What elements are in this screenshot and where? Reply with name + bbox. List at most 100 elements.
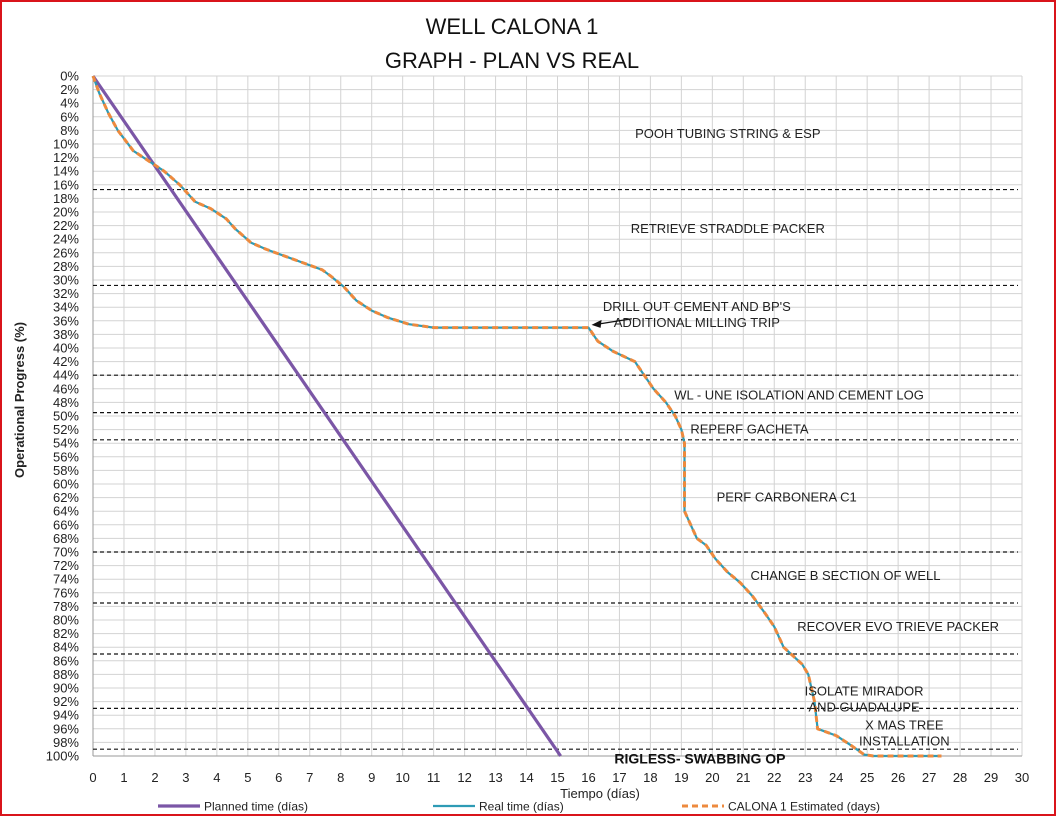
phase-label: REPERF GACHETA	[690, 422, 809, 437]
annotations	[591, 318, 632, 328]
x-tick-label: 8	[337, 770, 344, 785]
y-tick-label: 96%	[53, 721, 79, 736]
phase-label: RETRIEVE STRADDLE PACKER	[631, 221, 825, 236]
x-tick-label: 0	[89, 770, 96, 785]
y-tick-label: 90%	[53, 681, 79, 696]
phase-label: RECOVER EVO TRIEVE PACKER	[797, 619, 999, 634]
x-axis-label: Tiempo (días)	[560, 786, 640, 801]
y-tick-label: 34%	[53, 300, 79, 315]
legend-label: CALONA 1 Estimated (days)	[728, 800, 880, 814]
y-tick-label: 36%	[53, 313, 79, 328]
y-tick-label: 40%	[53, 341, 79, 356]
phase-label: POOH TUBING STRING & ESP	[635, 126, 820, 141]
y-tick-label: 76%	[53, 585, 79, 600]
series-group	[91, 75, 942, 758]
y-tick-label: 72%	[53, 558, 79, 573]
axis-ticks: 0%2%4%6%8%10%12%14%16%18%20%22%24%26%28%…	[46, 69, 1029, 786]
y-tick-label: 78%	[53, 599, 79, 614]
phase-label: PERF CARBONERA C1	[717, 490, 857, 505]
phase-label: CHANGE B SECTION OF WELL	[750, 568, 940, 583]
y-tick-label: 84%	[53, 640, 79, 655]
y-tick-label: 2%	[60, 82, 79, 97]
annotation-arrow	[599, 318, 632, 325]
x-tick-label: 21	[736, 770, 750, 785]
series-line-2	[91, 75, 942, 758]
y-tick-label: 30%	[53, 273, 79, 288]
y-tick-label: 38%	[53, 327, 79, 342]
y-tick-label: 14%	[53, 164, 79, 179]
y-tick-label: 60%	[53, 477, 79, 492]
phase-label: ADDITIONAL MILLING TRIP	[614, 315, 780, 330]
y-tick-label: 94%	[53, 708, 79, 723]
x-tick-label: 6	[275, 770, 282, 785]
phase-label: WL - UNE ISOLATION AND CEMENT LOG	[674, 388, 924, 403]
x-tick-label: 12	[457, 770, 471, 785]
y-axis-label: Operational Progress (%)	[12, 322, 27, 478]
x-tick-label: 2	[151, 770, 158, 785]
y-tick-label: 28%	[53, 259, 79, 274]
x-tick-label: 24	[829, 770, 843, 785]
y-tick-label: 86%	[53, 653, 79, 668]
x-tick-label: 30	[1015, 770, 1029, 785]
x-tick-label: 4	[213, 770, 220, 785]
legend: Planned time (días) Real time (días) CALON…	[158, 800, 880, 814]
legend-label: Real time (días)	[479, 800, 564, 814]
y-tick-label: 0%	[60, 69, 79, 84]
y-tick-label: 80%	[53, 613, 79, 628]
x-tick-label: 25	[860, 770, 874, 785]
phase-label: ISOLATE MIRADOR	[805, 683, 924, 698]
phase-separators	[93, 188, 1018, 750]
legend-label: Planned time (días)	[204, 800, 308, 814]
y-tick-label: 62%	[53, 490, 79, 505]
phase-label: DRILL OUT CEMENT AND BP'S	[603, 299, 791, 314]
x-tick-label: 13	[488, 770, 502, 785]
y-tick-label: 82%	[53, 626, 79, 641]
y-tick-label: 16%	[53, 177, 79, 192]
y-tick-label: 54%	[53, 436, 79, 451]
y-tick-label: 92%	[53, 694, 79, 709]
y-tick-label: 46%	[53, 381, 79, 396]
phase-label: INSTALLATION	[859, 733, 950, 748]
y-tick-label: 100%	[46, 749, 80, 764]
x-tick-label: 15	[550, 770, 564, 785]
series-line-0	[91, 75, 562, 757]
y-tick-label: 74%	[53, 572, 79, 587]
y-tick-label: 22%	[53, 218, 79, 233]
x-tick-label: 3	[182, 770, 189, 785]
x-tick-label: 5	[244, 770, 251, 785]
phase-label: X MAS TREE	[865, 717, 944, 732]
x-tick-label: 18	[643, 770, 657, 785]
y-tick-label: 98%	[53, 735, 79, 750]
y-tick-label: 70%	[53, 545, 79, 560]
y-tick-label: 6%	[60, 109, 79, 124]
x-tick-label: 26	[891, 770, 905, 785]
x-tick-label: 29	[984, 770, 998, 785]
y-tick-label: 12%	[53, 150, 79, 165]
y-tick-label: 48%	[53, 395, 79, 410]
x-tick-label: 11	[427, 770, 441, 785]
x-tick-label: 22	[767, 770, 781, 785]
x-tick-label: 17	[612, 770, 626, 785]
phase-label: AND GUADALUPE	[808, 699, 920, 714]
y-tick-label: 4%	[60, 96, 79, 111]
chart-title: WELL CALONA 1	[426, 14, 599, 39]
y-tick-label: 64%	[53, 504, 79, 519]
x-tick-label: 10	[395, 770, 409, 785]
x-tick-label: 7	[306, 770, 313, 785]
y-tick-label: 20%	[53, 205, 79, 220]
x-tick-label: 14	[519, 770, 533, 785]
y-tick-label: 32%	[53, 286, 79, 301]
phase-label: RIGLESS- SWABBING OP	[614, 750, 785, 766]
x-tick-label: 27	[922, 770, 936, 785]
y-tick-label: 56%	[53, 449, 79, 464]
x-tick-label: 20	[705, 770, 719, 785]
phase-labels: POOH TUBING STRING & ESP RETRIEVE STRADDL…	[603, 126, 999, 767]
y-tick-label: 52%	[53, 422, 79, 437]
y-tick-label: 18%	[53, 191, 79, 206]
y-tick-label: 88%	[53, 667, 79, 682]
x-tick-label: 16	[581, 770, 595, 785]
y-tick-label: 44%	[53, 368, 79, 383]
y-tick-label: 26%	[53, 245, 79, 260]
